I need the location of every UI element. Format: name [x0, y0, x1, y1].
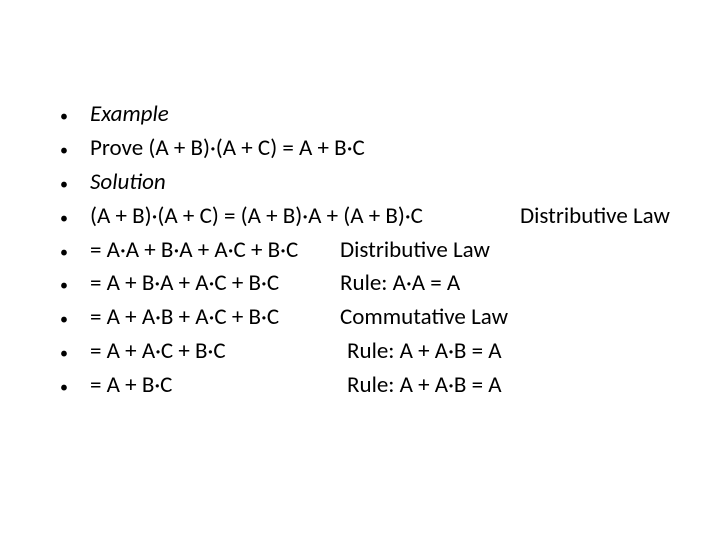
item-content: = A + B·A + A·C + B·C Rule: A·A = A	[90, 269, 680, 299]
bullet-icon: •	[60, 276, 90, 297]
bullet-icon: •	[60, 378, 90, 399]
list-item: • Example	[60, 100, 680, 130]
item-content: = A + A·B + A·C + B·C Commutative Law	[90, 303, 680, 333]
item-content: = A + A·C + B·C Rule: A + A·B = A	[90, 337, 680, 367]
list-item: • Prove (A + B)·(A + C) = A + B·C	[60, 134, 680, 164]
bullet-icon: •	[60, 107, 90, 128]
bullet-icon: •	[60, 344, 90, 365]
expression: (A + B)·(A + C) = (A + B)·A + (A + B)·C	[90, 202, 520, 232]
reason: Rule: A·A = A	[340, 269, 460, 299]
list-item: • (A + B)·(A + C) = (A + B)·A + (A + B)·…	[60, 202, 680, 232]
item-text: Example	[90, 100, 680, 130]
item-content: (A + B)·(A + C) = (A + B)·A + (A + B)·C …	[90, 202, 680, 232]
reason: Rule: A + A·B = A	[347, 337, 502, 367]
list-item: • = A + A·B + A·C + B·C Commutative Law	[60, 303, 680, 333]
list-item: • = A + B·C Rule: A + A·B = A	[60, 371, 680, 401]
list-item: • Solution	[60, 168, 680, 198]
item-content: = A·A + B·A + A·C + B·C Distributive Law	[90, 236, 680, 266]
reason: Rule: A + A·B = A	[347, 371, 502, 401]
list-item: • = A·A + B·A + A·C + B·C Distributive L…	[60, 236, 680, 266]
item-text: Solution	[90, 168, 680, 198]
bullet-icon: •	[60, 243, 90, 264]
bullet-icon: •	[60, 310, 90, 331]
expression: = A + A·B + A·C + B·C	[90, 303, 340, 333]
bullet-list: • Example • Prove (A + B)·(A + C) = A + …	[60, 100, 680, 401]
reason: Commutative Law	[340, 303, 508, 333]
reason: Distributive Law	[520, 202, 670, 232]
item-text: Prove (A + B)·(A + C) = A + B·C	[90, 134, 680, 164]
bullet-icon: •	[60, 209, 90, 230]
bullet-icon: •	[60, 175, 90, 196]
reason: Distributive Law	[340, 236, 490, 266]
expression: = A + B·C	[90, 371, 347, 401]
list-item: • = A + A·C + B·C Rule: A + A·B = A	[60, 337, 680, 367]
expression: = A + B·A + A·C + B·C	[90, 269, 340, 299]
bullet-icon: •	[60, 141, 90, 162]
expression: = A + A·C + B·C	[90, 337, 347, 367]
list-item: • = A + B·A + A·C + B·C Rule: A·A = A	[60, 269, 680, 299]
item-content: = A + B·C Rule: A + A·B = A	[90, 371, 680, 401]
expression: = A·A + B·A + A·C + B·C	[90, 236, 340, 266]
